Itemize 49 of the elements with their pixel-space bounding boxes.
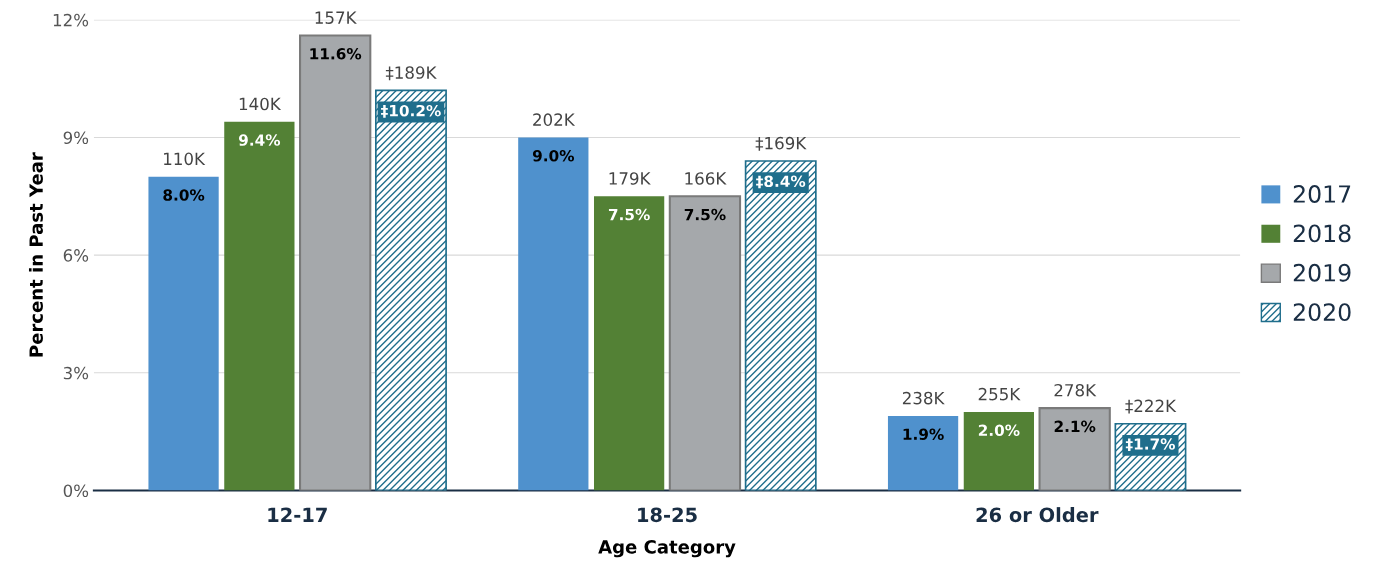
annotation: ‡222K [1125,399,1177,414]
x-tick-label: 18-25 [638,507,697,523]
legend-label: 2020 [1293,303,1351,322]
bar [594,196,665,491]
data-label: 1.9% [903,428,944,440]
y-tick-label: 9% [63,131,89,145]
x-tick-label: 26 or Older [976,507,1099,523]
annotation: ‡169K [755,136,807,151]
annotation: 179K [609,172,651,185]
annotation: 166K [685,172,727,185]
annotation: 278K [1054,383,1097,397]
bar [668,195,742,491]
data-label: 8.0% [163,189,205,201]
data-label: ‡10.2% [381,104,441,118]
y-axis-title: Percent in Past Year [28,152,43,357]
annotation: 255K [978,387,1021,401]
bar [375,89,447,491]
data-label: 11.6% [310,48,362,60]
y-tick-label: 6% [63,249,89,262]
bar [963,412,1034,491]
data-label: ‡8.4% [756,175,806,189]
annotation: 202K [533,113,576,126]
bar [148,176,219,491]
x-axis-title: Age Category [598,540,736,558]
data-label: ‡1.7% [1125,438,1175,452]
data-label: 7.5% [684,208,726,221]
legend-label: 2017 [1293,185,1351,203]
bar [224,121,295,491]
annotation: 110K [164,152,206,166]
legend-label: 2019 [1293,263,1351,282]
bar [1038,407,1111,491]
data-label: 9.4% [238,134,281,146]
data-label: 2.1% [1054,420,1096,433]
annotation: 140K [239,97,282,111]
annotation: 238K [902,391,945,405]
x-tick-label: 12-17 [268,507,327,522]
data-label: 2.0% [978,424,1020,437]
y-tick-label: 0% [63,484,89,498]
annotation: 157K [315,11,357,24]
legend-label: 2018 [1293,224,1351,243]
bar [299,34,372,491]
annotation: ‡189K [385,66,437,81]
bar [744,160,817,491]
bar [887,415,959,491]
y-tick-label: 3% [63,366,89,380]
y-tick-label: 12% [53,13,89,27]
data-label: 9.0% [532,149,575,162]
data-label: 7.5% [608,208,650,221]
bar [518,137,589,491]
